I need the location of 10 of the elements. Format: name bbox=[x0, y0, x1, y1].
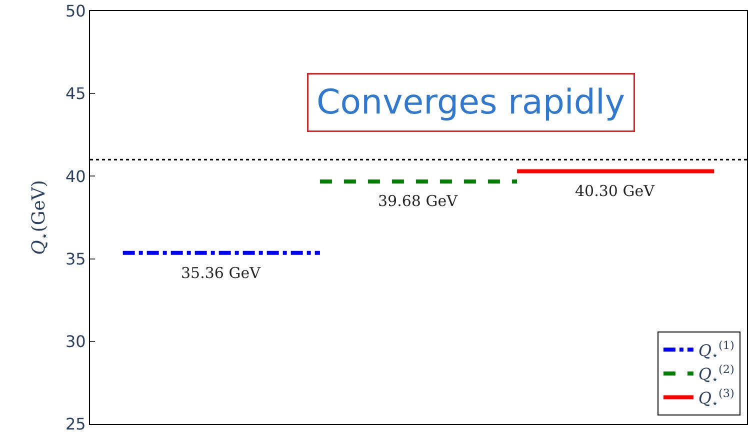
y-tick-label: 25 bbox=[65, 414, 86, 434]
annotation: 35.36 GeV bbox=[181, 264, 262, 282]
y-tick-label: 30 bbox=[65, 332, 86, 351]
annotation: 40.30 GeV bbox=[575, 182, 656, 200]
y-tick-label: 35 bbox=[65, 249, 86, 268]
y-tick-label: 45 bbox=[65, 84, 86, 104]
annotation: Converges rapidly bbox=[316, 82, 626, 122]
y-tick-label: 50 bbox=[65, 2, 86, 21]
annotation: 39.68 GeV bbox=[378, 192, 459, 210]
y-tick-label: 40 bbox=[65, 166, 86, 186]
